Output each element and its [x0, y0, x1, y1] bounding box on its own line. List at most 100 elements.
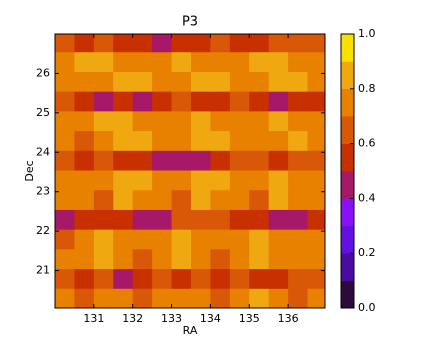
heatmap-cell — [171, 51, 192, 72]
heatmap-cell — [249, 110, 270, 132]
heatmap-cell — [190, 34, 211, 53]
heatmap-cell — [152, 268, 173, 289]
colorbar-tick-label: 0.6 — [358, 137, 376, 150]
heatmap-cell — [249, 288, 270, 308]
heatmap-cell — [171, 268, 192, 289]
heatmap-cell — [307, 110, 325, 132]
heatmap-cell — [249, 248, 270, 270]
heatmap-cell — [93, 189, 114, 210]
heatmap-cell — [171, 110, 192, 132]
heatmap-cell — [171, 150, 192, 171]
heatmap-cell — [229, 209, 250, 230]
heatmap-cell — [74, 248, 95, 270]
heatmap-cell — [152, 34, 173, 53]
heatmap-cell — [132, 268, 153, 289]
heatmap-cell — [229, 110, 250, 132]
heatmap-cell — [132, 170, 153, 191]
heatmap-cell — [229, 248, 250, 270]
colorbar-tick-label: 0.2 — [358, 246, 376, 259]
heatmap-cell — [132, 91, 153, 112]
heatmap-cell — [307, 170, 325, 191]
colorbar-segment — [341, 280, 354, 309]
heatmap-cell — [132, 34, 153, 53]
heatmap-cell — [74, 229, 95, 250]
heatmap-cell — [93, 110, 114, 132]
heatmap-cell — [152, 209, 173, 230]
heatmap-cell — [249, 209, 270, 230]
y-axis-label: Dec — [23, 160, 36, 181]
heatmap-cell — [190, 248, 211, 270]
heatmap-cell — [132, 150, 153, 171]
heatmap-cell — [113, 268, 134, 289]
heatmap-cell — [190, 130, 211, 151]
heatmap-cell — [229, 170, 250, 191]
heatmap-cell — [113, 170, 134, 191]
heatmap-cell — [268, 189, 289, 210]
x-axis-label: RA — [183, 324, 198, 337]
heatmap-cell — [55, 229, 75, 250]
heatmap-cell — [55, 288, 75, 308]
heatmap-cell — [55, 268, 75, 289]
heatmap-cell — [190, 189, 211, 210]
y-tick-label: 24 — [36, 145, 50, 158]
heatmap-cell — [268, 288, 289, 308]
heatmap-cell — [74, 268, 95, 289]
heatmap-cell — [210, 288, 231, 308]
heatmap-cell — [268, 209, 289, 230]
heatmap-cell — [55, 34, 75, 53]
colorbar-segment — [341, 253, 354, 281]
x-tick-label: 135 — [239, 312, 260, 325]
heatmap-cell — [132, 229, 153, 250]
heatmap-cell — [113, 130, 134, 151]
heatmap-cell — [74, 150, 95, 171]
heatmap-cell — [55, 51, 75, 72]
heatmap-cell — [152, 248, 173, 270]
colorbar-segment — [341, 171, 354, 199]
heatmap-cell — [190, 170, 211, 191]
heatmap-cell — [307, 71, 325, 92]
heatmap-cell — [93, 91, 114, 112]
heatmap-cell — [152, 170, 173, 191]
heatmap-cell — [171, 189, 192, 210]
heatmap-cell — [190, 288, 211, 308]
heatmap-cell — [210, 189, 231, 210]
heatmap-cell — [190, 268, 211, 289]
heatmap-cell — [229, 51, 250, 72]
heatmap-cell — [152, 150, 173, 171]
heatmap-cell — [307, 189, 325, 210]
heatmap-cell — [229, 71, 250, 92]
heatmap-cell — [288, 110, 309, 132]
heatmap-cell — [210, 34, 231, 53]
heatmap-cell — [210, 268, 231, 289]
heatmap-cell — [171, 34, 192, 53]
heatmap-cell — [74, 189, 95, 210]
colorbar-frame — [340, 33, 355, 309]
y-tick-label: 26 — [36, 66, 50, 79]
heatmap-cell — [55, 91, 75, 112]
heatmap-cell — [113, 110, 134, 132]
heatmap-cell — [268, 248, 289, 270]
heatmap-cell — [93, 268, 114, 289]
heatmap-cell — [190, 51, 211, 72]
y-tick-label: 22 — [36, 224, 50, 237]
heatmap-cell — [171, 130, 192, 151]
heatmap-cell — [229, 150, 250, 171]
heatmap-cell — [171, 91, 192, 112]
heatmap-cell — [307, 130, 325, 151]
heatmap-cell — [249, 130, 270, 151]
heatmap-cell — [307, 288, 325, 308]
colorbar-segment — [341, 116, 354, 144]
heatmap-cell — [93, 209, 114, 230]
heatmap-cell — [132, 209, 153, 230]
heatmap-cell — [93, 229, 114, 250]
heatmap-cell — [55, 248, 75, 270]
heatmap-cell — [288, 71, 309, 92]
heatmap-cell — [93, 170, 114, 191]
heatmap-cell — [171, 288, 192, 308]
heatmap-cell — [93, 130, 114, 151]
heatmap-cell — [74, 71, 95, 92]
heatmap-cell — [93, 71, 114, 92]
heatmap-cell — [268, 170, 289, 191]
heatmap-cell — [113, 229, 134, 250]
heatmap-cell — [190, 71, 211, 92]
